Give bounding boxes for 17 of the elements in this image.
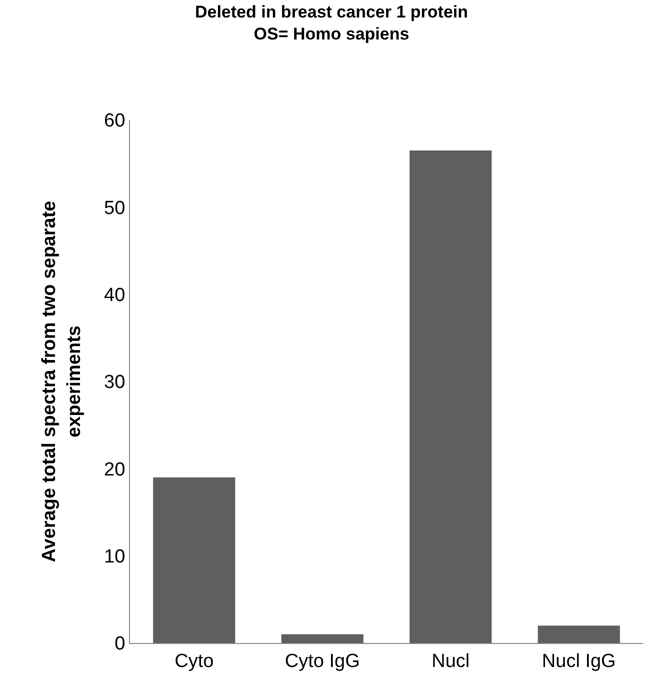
bar [153, 477, 236, 643]
y-tick-label: 10 [104, 546, 126, 568]
bar [538, 626, 620, 643]
y-tick-label: 50 [104, 198, 126, 219]
chart-title: Deleted in breast cancer 1 protein OS= Homo sapiens [194, 2, 468, 44]
x-tick-label: Cyto [174, 650, 214, 672]
y-tick-label: 30 [104, 372, 126, 394]
bar [281, 634, 364, 643]
y-tick-label: 20 [104, 459, 126, 480]
y-axis-title: Average total spectra from two separate experiments [39, 200, 85, 562]
x-tick-label: Nucl [432, 650, 470, 672]
x-tick-label: Nucl IgG [542, 650, 616, 672]
y-tick-label: 60 [104, 110, 126, 132]
y-tick-label: 0 [114, 634, 126, 655]
x-tick-label: Cyto IgG [284, 650, 360, 672]
bar [410, 150, 492, 643]
y-tick-label: 40 [104, 284, 126, 306]
